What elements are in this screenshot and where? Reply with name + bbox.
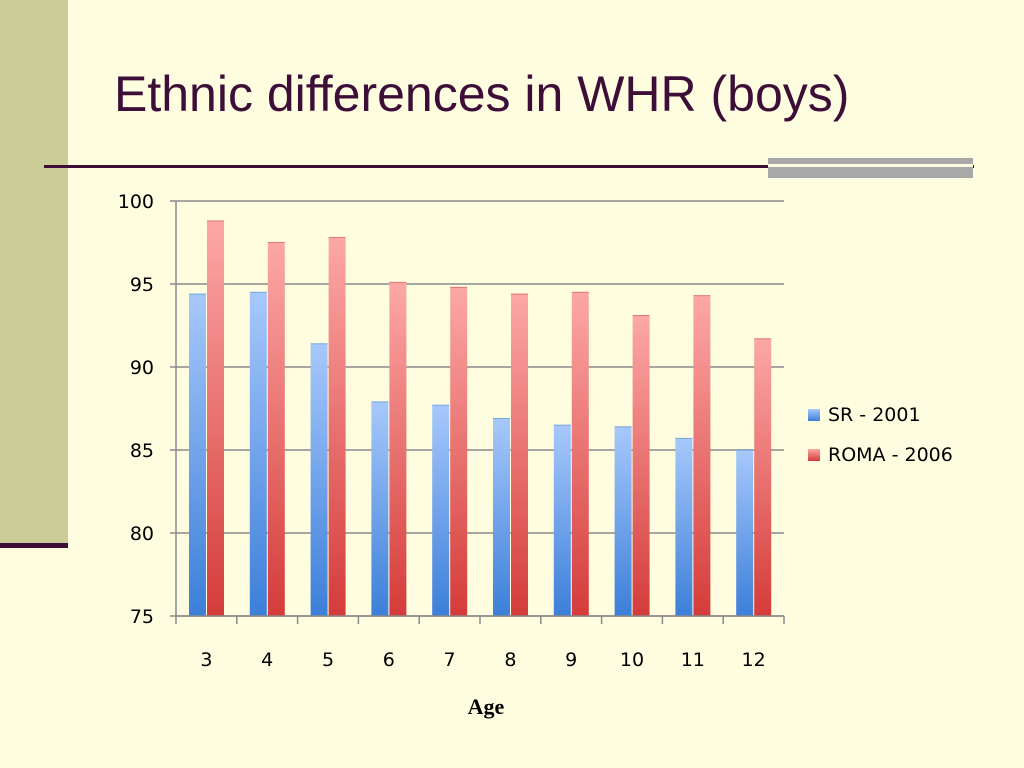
x-tick-label: 8 xyxy=(504,649,516,671)
bars xyxy=(189,220,772,617)
bar-sr-2001 xyxy=(675,438,693,616)
bar-sr-2001 xyxy=(371,401,389,616)
x-axis-label: Age xyxy=(467,694,505,719)
bar-roma-2006 xyxy=(450,287,468,616)
legend-item-sr-2001: SR - 2001 xyxy=(808,402,953,428)
bar-sr-2001 xyxy=(614,426,632,616)
x-tick-label: 6 xyxy=(383,649,395,671)
legend-item-roma-2006: ROMA - 2006 xyxy=(808,442,953,468)
bar-sr-2001 xyxy=(249,292,267,616)
title-divider xyxy=(44,165,974,168)
x-tick-label: 4 xyxy=(261,649,273,671)
bar-sr-2001 xyxy=(736,450,754,616)
y-tick-label: 100 xyxy=(118,191,154,213)
axes: 75 80 85 90 95 100 3 4 5 6 7 8 9 10 11 12 xyxy=(118,191,785,671)
x-tick-label: 12 xyxy=(742,649,766,671)
bar-sr-2001 xyxy=(493,418,510,616)
bar-roma-2006 xyxy=(328,237,346,616)
bar-sr-2001 xyxy=(432,405,450,616)
bar-roma-2006 xyxy=(632,315,650,616)
y-tick-label: 90 xyxy=(130,357,154,379)
y-tick-label: 85 xyxy=(130,440,154,462)
bar-roma-2006 xyxy=(693,295,711,616)
bar-roma-2006 xyxy=(207,220,224,617)
bar-sr-2001 xyxy=(189,293,206,616)
legend-label-sr-2001: SR - 2001 xyxy=(828,404,921,426)
x-tick-label: 10 xyxy=(620,649,644,671)
x-tick-label: 3 xyxy=(200,649,212,671)
bar-roma-2006 xyxy=(754,338,772,616)
x-tick-label: 7 xyxy=(444,649,456,671)
x-tick-label: 5 xyxy=(322,649,334,671)
y-tick-label: 75 xyxy=(130,606,154,628)
legend-swatch-roma-2006 xyxy=(808,449,820,461)
gridlines xyxy=(176,200,784,617)
bar-roma-2006 xyxy=(511,293,528,616)
legend: SR - 2001 ROMA - 2006 xyxy=(808,402,953,482)
bar-sr-2001 xyxy=(310,343,328,616)
bar-sr-2001 xyxy=(553,425,571,616)
slide-title: Ethnic differences in WHR (boys) xyxy=(114,66,850,122)
title-divider-accent xyxy=(768,158,973,178)
bar-roma-2006 xyxy=(267,242,285,616)
bar-roma-2006 xyxy=(389,282,407,616)
y-tick-label: 95 xyxy=(130,274,154,296)
side-decor-rule xyxy=(0,543,68,548)
legend-label-roma-2006: ROMA - 2006 xyxy=(828,444,953,466)
x-tick-label: 11 xyxy=(681,649,705,671)
legend-swatch-sr-2001 xyxy=(808,409,820,421)
side-decor-band xyxy=(0,0,68,545)
y-tick-label: 80 xyxy=(130,523,154,545)
bar-roma-2006 xyxy=(571,292,589,616)
x-tick-label: 9 xyxy=(565,649,577,671)
